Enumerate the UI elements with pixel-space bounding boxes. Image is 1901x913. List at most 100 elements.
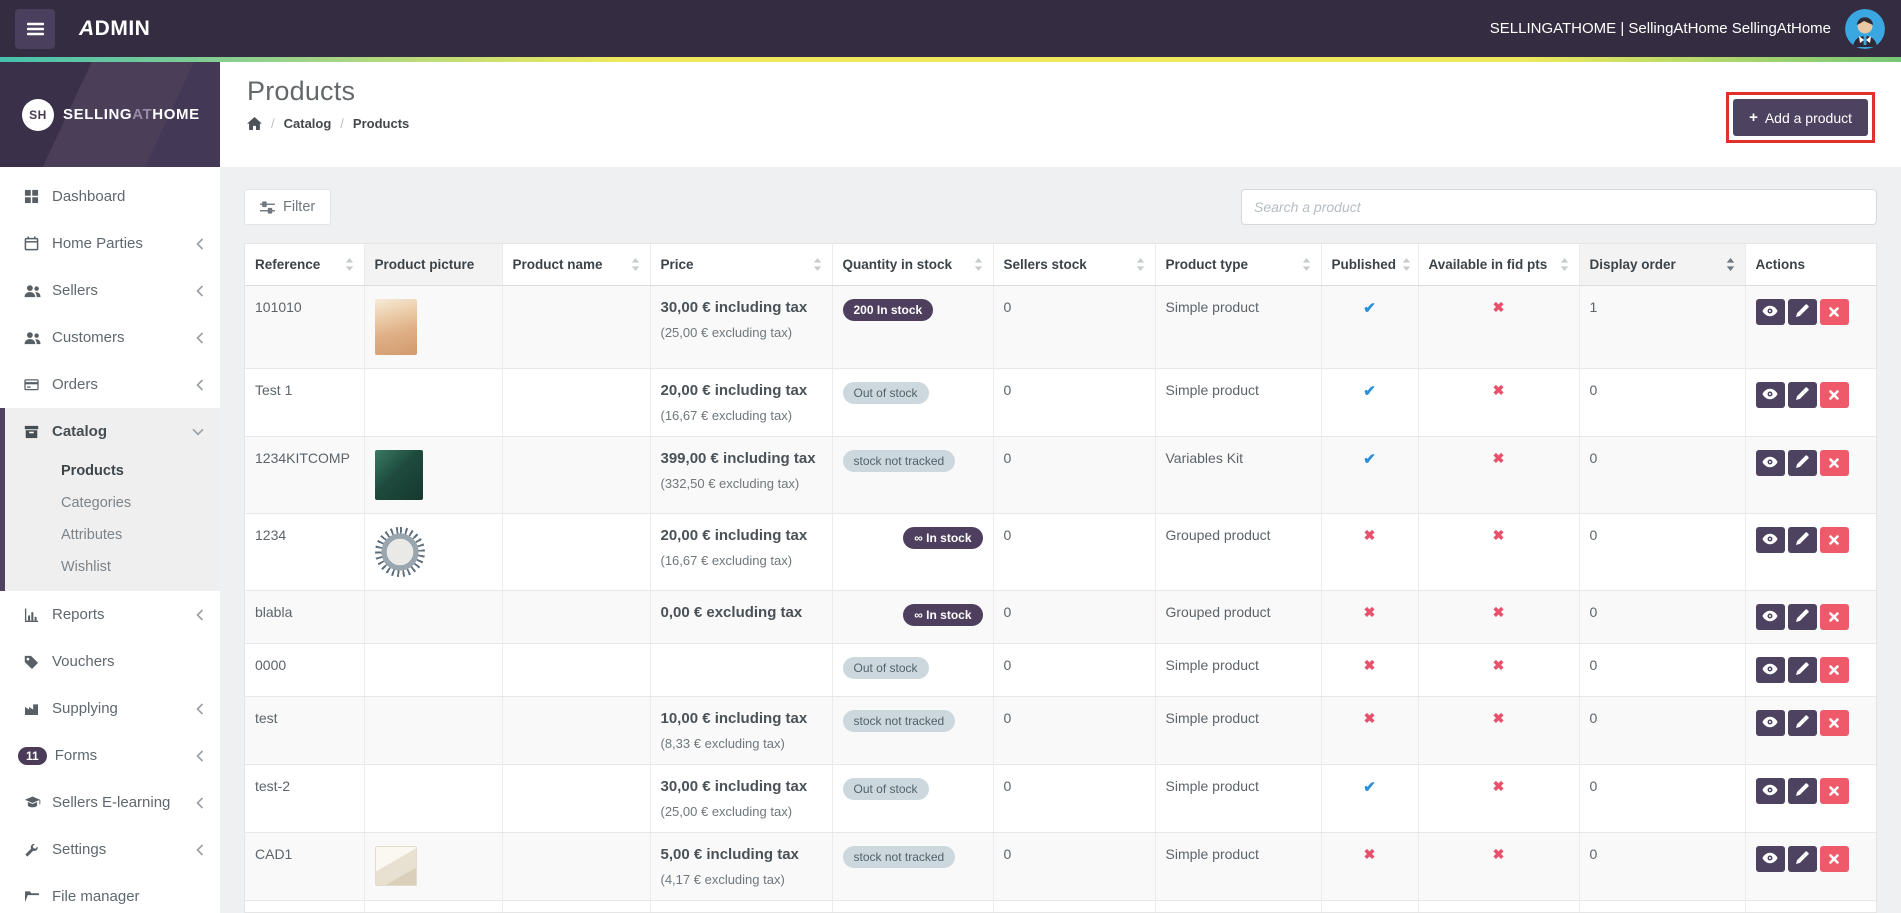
available-cross-icon: ✖ <box>1492 527 1505 543</box>
edit-product-button[interactable] <box>1787 382 1817 408</box>
column-header-product-type[interactable]: Product type <box>1155 244 1322 286</box>
top-navbar: ADMIN SELLINGATHOME | SellingAtHome Sell… <box>0 0 1901 57</box>
edit-product-button[interactable] <box>1787 527 1817 553</box>
edit-product-button[interactable] <box>1787 604 1817 630</box>
sidebar-item-reports[interactable]: Reports <box>0 591 220 638</box>
sidebar-item-vouchers[interactable]: Vouchers <box>0 638 220 685</box>
sidebar-item-label: File manager <box>52 888 140 905</box>
cell-actions <box>1745 436 1876 514</box>
cell-published: ✖ <box>1321 643 1419 697</box>
sort-icon[interactable] <box>807 258 822 271</box>
cell-quantity-in-stock: stock not tracked <box>832 832 994 901</box>
home-icon[interactable] <box>247 117 262 130</box>
cell-product-name <box>502 436 651 514</box>
sidebar-item-dashboard[interactable]: Dashboard <box>0 173 220 220</box>
price-including-tax: 0,00 € excluding tax <box>660 604 803 621</box>
view-product-button[interactable] <box>1755 710 1785 736</box>
delete-product-button[interactable] <box>1819 604 1849 630</box>
sidebar-item-orders[interactable]: Orders <box>0 361 220 408</box>
delete-product-button[interactable] <box>1819 299 1849 325</box>
sidebar-item-sellers-e-learning[interactable]: Sellers E-learning <box>0 779 220 826</box>
edit-product-button[interactable] <box>1787 710 1817 736</box>
view-product-button[interactable] <box>1755 778 1785 804</box>
sidebar-item-sellers[interactable]: Sellers <box>0 267 220 314</box>
search-input[interactable] <box>1241 189 1877 225</box>
sort-icon[interactable] <box>968 258 983 271</box>
column-header-display-order[interactable]: Display order <box>1579 244 1746 286</box>
column-header-actions: Actions <box>1745 244 1876 286</box>
sidebar-item-label: Settings <box>52 841 107 858</box>
calendar-icon <box>24 236 52 251</box>
delete-product-button[interactable] <box>1819 846 1849 872</box>
sidebar-item-home-parties[interactable]: Home Parties <box>0 220 220 267</box>
cell-price: 5,00 € including tax (4,17 € excluding ta… <box>650 832 833 901</box>
column-header-product-name[interactable]: Product name <box>502 244 651 286</box>
cell-product-picture <box>364 590 503 644</box>
sort-icon[interactable] <box>1720 258 1735 271</box>
view-product-button[interactable] <box>1755 604 1785 630</box>
delete-product-button[interactable] <box>1819 527 1849 553</box>
edit-product-button[interactable] <box>1787 450 1817 476</box>
delete-product-button[interactable] <box>1819 778 1849 804</box>
product-thumbnail[interactable] <box>374 299 417 355</box>
user-menu-label[interactable]: SELLINGATHOME | SellingAtHome SellingAtH… <box>1489 20 1831 37</box>
sidebar-item-forms[interactable]: 11 Forms <box>0 732 220 779</box>
column-header-price[interactable]: Price <box>650 244 833 286</box>
view-product-button[interactable] <box>1755 527 1785 553</box>
product-row-101010: 101010 30,00 € including tax (25,00 € excl… <box>245 285 1876 369</box>
sort-icon[interactable] <box>1396 258 1411 271</box>
sort-icon[interactable] <box>1554 258 1569 271</box>
menu-toggle-button[interactable] <box>15 8 55 49</box>
filter-button[interactable]: Filter <box>244 189 332 225</box>
sidebar-item-label: Home Parties <box>52 235 143 252</box>
breadcrumb-catalog[interactable]: Catalog <box>283 116 332 131</box>
sort-icon[interactable] <box>1130 258 1145 271</box>
view-product-button[interactable] <box>1755 657 1785 683</box>
delete-product-button[interactable] <box>1819 450 1849 476</box>
sidebar-subitem-categories[interactable]: Categories <box>61 495 132 511</box>
sidebar-item-supplying[interactable]: Supplying <box>0 685 220 732</box>
edit-product-button[interactable] <box>1787 299 1817 325</box>
delete-product-button[interactable] <box>1819 382 1849 408</box>
sidebar-logo[interactable]: SH SELLINGATHOME <box>0 62 220 167</box>
view-product-button[interactable] <box>1755 846 1785 872</box>
sidebar-item-customers[interactable]: Customers <box>0 314 220 361</box>
pencil <box>1795 304 1809 320</box>
eye <box>1762 716 1778 731</box>
breadcrumb-products[interactable]: Products <box>352 116 410 131</box>
edit-product-button[interactable] <box>1787 846 1817 872</box>
close <box>1829 456 1839 471</box>
cell-product-name <box>502 368 651 437</box>
add-product-button[interactable]: + Add a product <box>1733 99 1868 136</box>
sort-icon[interactable] <box>625 258 640 271</box>
close <box>1829 305 1839 320</box>
sidebar-item-settings[interactable]: Settings <box>0 826 220 873</box>
product-thumbnail[interactable] <box>374 846 417 886</box>
column-header-published[interactable]: Published <box>1321 244 1419 286</box>
sort-icon[interactable] <box>339 258 354 271</box>
view-product-button[interactable] <box>1755 382 1785 408</box>
column-header-sellers-stock[interactable]: Sellers stock <box>993 244 1156 286</box>
sort-icon[interactable] <box>1296 258 1311 271</box>
user-avatar[interactable] <box>1845 8 1885 49</box>
delete-product-button[interactable] <box>1819 657 1849 683</box>
column-header-reference[interactable]: Reference <box>245 244 365 286</box>
sidebar-subitem-wishlist[interactable]: Wishlist <box>61 559 111 575</box>
column-header-quantity-in-stock[interactable]: Quantity in stock <box>832 244 994 286</box>
sidebar-subitem-products[interactable]: Products <box>61 463 124 479</box>
sidebar-subitem-attributes[interactable]: Attributes <box>61 527 123 543</box>
cell-quantity-in-stock: Out of stock <box>832 764 994 833</box>
cell-product-type: Simple product <box>1155 643 1322 697</box>
edit-product-button[interactable] <box>1787 778 1817 804</box>
cell-product-picture <box>364 643 503 697</box>
view-product-button[interactable] <box>1755 299 1785 325</box>
view-product-button[interactable] <box>1755 450 1785 476</box>
sidebar-item-file-manager[interactable]: File manager <box>0 873 220 913</box>
edit-product-button[interactable] <box>1787 657 1817 683</box>
product-thumbnail[interactable] <box>374 527 425 577</box>
delete-product-button[interactable] <box>1819 710 1849 736</box>
sidebar-item-label: Sellers E-learning <box>52 794 171 811</box>
sidebar-item-catalog[interactable]: Catalog <box>5 408 220 455</box>
column-header-available-in-fid-pts[interactable]: Available in fid pts <box>1418 244 1580 286</box>
product-thumbnail[interactable] <box>374 450 423 500</box>
